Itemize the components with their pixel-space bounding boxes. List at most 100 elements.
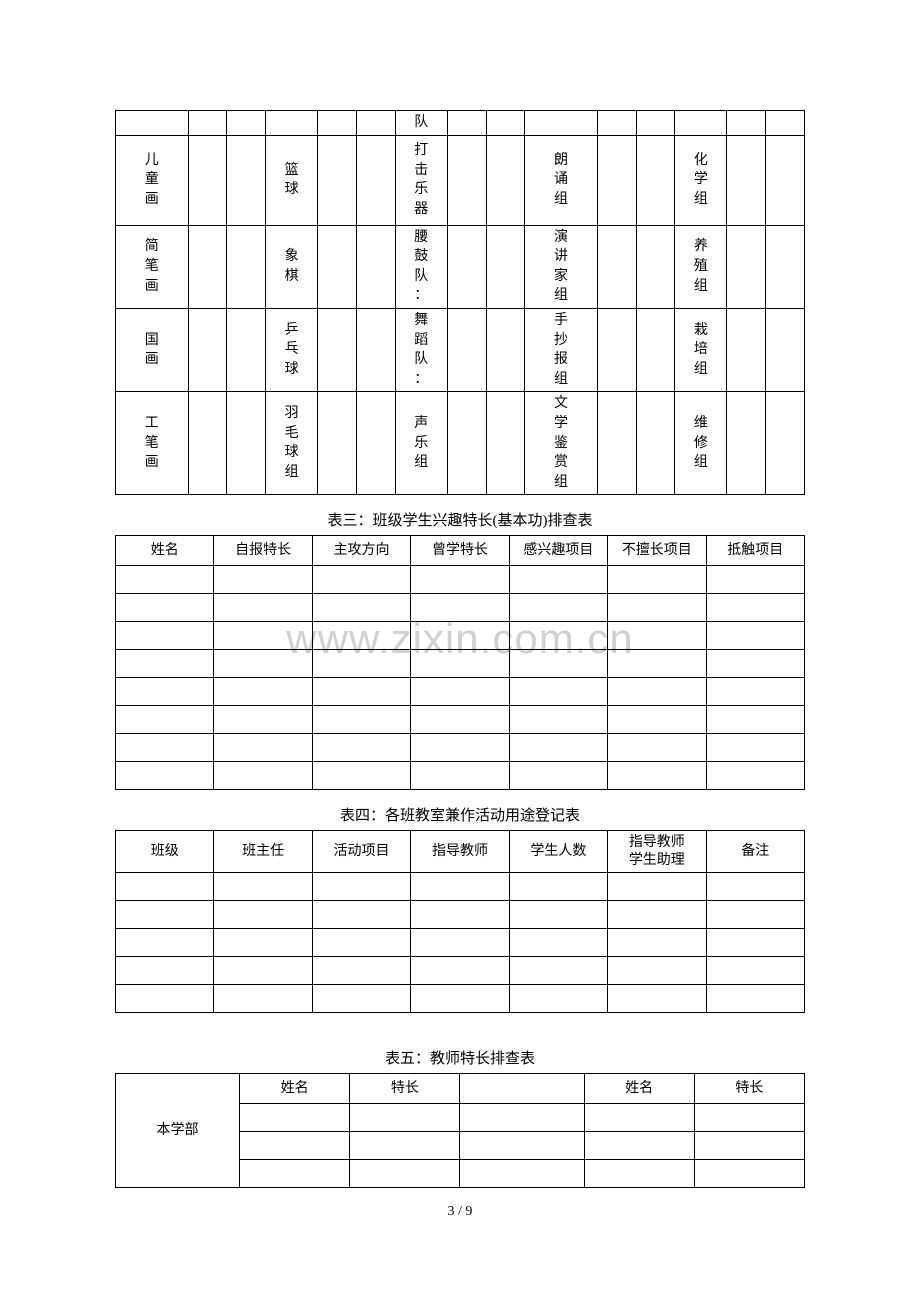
table-cell bbox=[411, 929, 509, 957]
table-cell bbox=[312, 706, 410, 734]
table-cell: 朗诵组 bbox=[525, 135, 598, 225]
table-cell bbox=[356, 111, 395, 136]
table-groups: 队儿童画篮球打击乐器朗诵组化学组简笔画象棋腰鼓队：演讲家组养殖组国画乒乓球舞蹈队… bbox=[115, 110, 805, 495]
table-cell bbox=[766, 135, 805, 225]
table-cell: 栽培组 bbox=[675, 308, 727, 391]
table-cell bbox=[509, 929, 607, 957]
table-cell bbox=[312, 594, 410, 622]
table-rowspan-label: 本学部 bbox=[116, 1074, 240, 1188]
table-cell bbox=[411, 985, 509, 1013]
table-cell bbox=[706, 594, 804, 622]
table-cell bbox=[312, 678, 410, 706]
table-cell bbox=[509, 594, 607, 622]
table-cell bbox=[240, 1160, 350, 1188]
table-header-cell: 学生人数 bbox=[509, 831, 607, 873]
table-cell bbox=[411, 678, 509, 706]
table-cell bbox=[706, 901, 804, 929]
table-student-interest: 姓名自报特长主攻方向曾学特长感兴趣项目不擅长项目抵触项目 bbox=[115, 535, 805, 790]
table-cell bbox=[188, 135, 227, 225]
table-cell bbox=[597, 111, 636, 136]
table-header-cell: 备注 bbox=[706, 831, 804, 873]
table-cell bbox=[116, 929, 214, 957]
table-cell: 腰鼓队： bbox=[395, 225, 447, 308]
table-cell bbox=[486, 225, 525, 308]
table-cell bbox=[766, 225, 805, 308]
table-cell bbox=[227, 135, 266, 225]
table-cell bbox=[509, 566, 607, 594]
table-cell bbox=[636, 308, 675, 391]
table-cell bbox=[116, 985, 214, 1013]
table-cell bbox=[411, 594, 509, 622]
table-cell bbox=[636, 225, 675, 308]
table-cell bbox=[411, 762, 509, 790]
table4-title: 表四：各班教室兼作活动用途登记表 bbox=[115, 804, 805, 825]
table-cell bbox=[214, 566, 312, 594]
table-cell bbox=[227, 308, 266, 391]
table-cell bbox=[727, 111, 766, 136]
table3-title: 表三：班级学生兴趣特长(基本功)排查表 bbox=[115, 509, 805, 530]
table-cell bbox=[411, 566, 509, 594]
table-cell bbox=[312, 929, 410, 957]
table-header-cell: 姓名 bbox=[584, 1074, 694, 1104]
table-cell bbox=[116, 706, 214, 734]
table-cell bbox=[312, 734, 410, 762]
table-cell bbox=[356, 225, 395, 308]
table-cell bbox=[214, 734, 312, 762]
table-cell bbox=[318, 111, 357, 136]
table-cell bbox=[509, 985, 607, 1013]
table-cell bbox=[411, 650, 509, 678]
table-cell bbox=[350, 1132, 460, 1160]
table-cell bbox=[411, 622, 509, 650]
table-cell bbox=[214, 678, 312, 706]
table-cell bbox=[727, 225, 766, 308]
table-cell bbox=[411, 734, 509, 762]
table-cell bbox=[214, 762, 312, 790]
table-header-cell: 活动项目 bbox=[312, 831, 410, 873]
table-cell bbox=[694, 1160, 804, 1188]
table-cell bbox=[116, 111, 189, 136]
table-cell bbox=[706, 929, 804, 957]
table-cell bbox=[608, 594, 706, 622]
table-cell bbox=[727, 392, 766, 495]
table-cell bbox=[116, 762, 214, 790]
table-cell bbox=[675, 111, 727, 136]
table-cell bbox=[116, 594, 214, 622]
table-cell bbox=[636, 111, 675, 136]
table-cell bbox=[584, 1132, 694, 1160]
table-cell bbox=[188, 225, 227, 308]
table-header-cell: 主攻方向 bbox=[312, 536, 410, 566]
table-cell bbox=[447, 135, 486, 225]
table-header-cell: 指导教师学生助理 bbox=[608, 831, 706, 873]
table-cell bbox=[227, 392, 266, 495]
table-cell: 化学组 bbox=[675, 135, 727, 225]
table-cell bbox=[240, 1104, 350, 1132]
table-cell bbox=[350, 1160, 460, 1188]
table-cell bbox=[706, 566, 804, 594]
table-cell: 维修组 bbox=[675, 392, 727, 495]
table-cell bbox=[486, 308, 525, 391]
table-header-cell: 班主任 bbox=[214, 831, 312, 873]
table-cell bbox=[265, 111, 317, 136]
table-cell bbox=[312, 901, 410, 929]
table-cell bbox=[706, 985, 804, 1013]
table-cell bbox=[240, 1132, 350, 1160]
table-cell bbox=[312, 762, 410, 790]
table-cell bbox=[509, 622, 607, 650]
table-header-cell: 抵触项目 bbox=[706, 536, 804, 566]
table-cell: 象棋 bbox=[265, 225, 317, 308]
table-cell bbox=[214, 901, 312, 929]
table-cell bbox=[706, 957, 804, 985]
table-cell bbox=[706, 734, 804, 762]
table-cell: 舞蹈队： bbox=[395, 308, 447, 391]
table-cell bbox=[116, 957, 214, 985]
table-cell bbox=[312, 873, 410, 901]
table-cell: 篮球 bbox=[265, 135, 317, 225]
table-cell bbox=[318, 135, 357, 225]
table-cell bbox=[636, 135, 675, 225]
table-cell bbox=[486, 111, 525, 136]
table-cell bbox=[766, 111, 805, 136]
table-cell bbox=[214, 873, 312, 901]
table-cell bbox=[188, 392, 227, 495]
table-cell bbox=[447, 225, 486, 308]
table-cell bbox=[706, 678, 804, 706]
